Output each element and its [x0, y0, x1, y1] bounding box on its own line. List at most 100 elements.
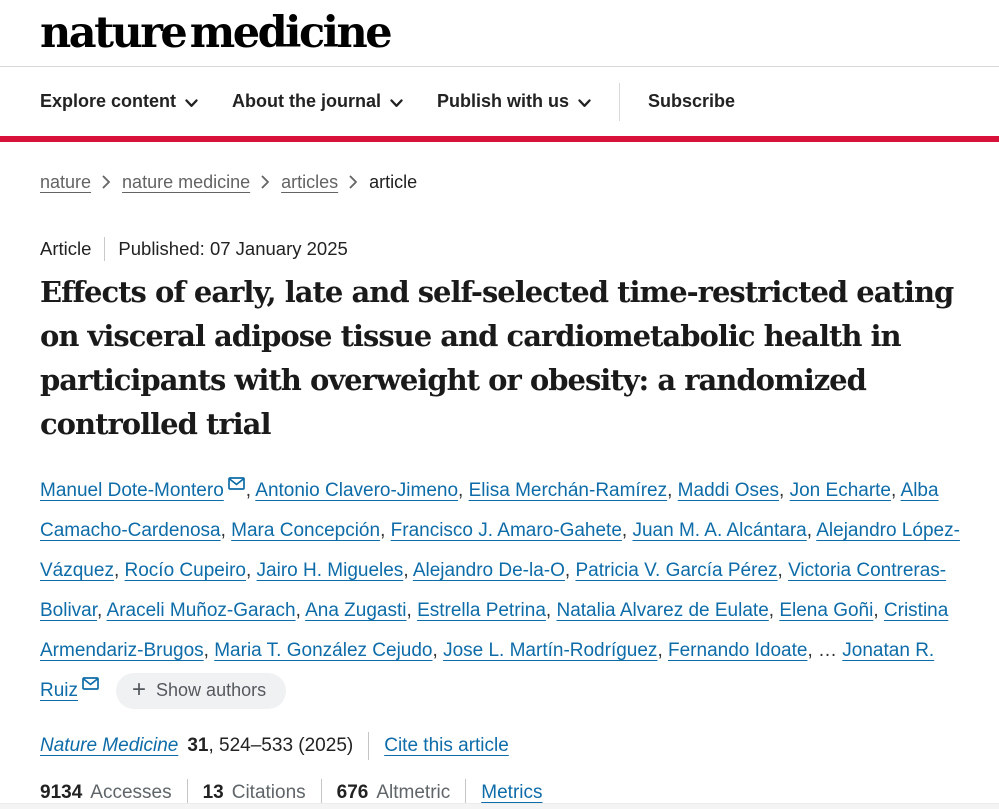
nav-label: About the journal — [232, 91, 382, 111]
cite-this-article-link[interactable]: Cite this article — [384, 735, 509, 756]
citation-line: Nature Medicine 31, 524–533 (2025) Cite … — [40, 732, 973, 760]
metric-value: 13 — [202, 781, 224, 803]
article-header-section: nature nature medicine articles article … — [0, 171, 999, 806]
metrics-link[interactable]: Metrics — [481, 781, 543, 803]
metric-label: Citations — [231, 781, 306, 803]
author-separator: , — [203, 640, 215, 661]
author-link[interactable]: Manuel Dote-Montero — [40, 480, 224, 501]
chevron-right-icon — [102, 173, 111, 194]
chevron-down-icon — [390, 92, 403, 113]
author-separator: , — [779, 480, 790, 501]
nav-label: Subscribe — [648, 91, 736, 111]
masthead: nature medicine — [0, 0, 999, 67]
author-link[interactable]: Estrella Petrina — [417, 600, 546, 621]
author-separator: , — [220, 520, 232, 541]
chevron-right-icon — [349, 173, 358, 194]
divider — [186, 779, 188, 806]
main-nav: Explore content About the journal Publis… — [0, 67, 999, 136]
author-separator: , — [245, 480, 256, 501]
author-separator: , — [113, 560, 125, 581]
author-separator: , — [97, 600, 107, 621]
author-separator: , — [458, 480, 469, 501]
authors-ellipsis: … — [818, 640, 843, 661]
chevron-down-icon — [185, 92, 198, 113]
author-link[interactable]: Maria T. González Cejudo — [214, 640, 433, 661]
author-link[interactable]: Mara Concepción — [231, 520, 381, 541]
author-separator: , — [891, 480, 901, 501]
author-separator: , — [657, 640, 668, 661]
metric-label: Altmetric — [376, 781, 451, 803]
author-link[interactable]: Rocío Cupeiro — [124, 560, 246, 581]
author-link[interactable]: Francisco J. Amaro-Gahete — [390, 520, 622, 541]
author-separator: , — [403, 560, 413, 581]
breadcrumb: nature nature medicine articles article — [40, 171, 973, 194]
author-separator: , — [545, 600, 557, 621]
breadcrumb-link-articles[interactable]: articles — [281, 172, 339, 192]
author-link[interactable]: Elena Goñi — [779, 600, 874, 621]
show-authors-button[interactable]: + Show authors — [116, 672, 287, 709]
nav-about-the-journal[interactable]: About the journal — [232, 90, 403, 113]
author-link[interactable]: Jonatan R. Ruiz — [40, 640, 935, 701]
breadcrumb-link-nature-medicine[interactable]: nature medicine — [122, 172, 251, 192]
metric-item: 676 Altmetric — [337, 782, 451, 804]
author-separator: , — [380, 520, 391, 541]
nav-label: Publish with us — [437, 91, 570, 111]
chevron-down-icon — [578, 92, 591, 113]
metric-value: 676 — [336, 781, 369, 803]
author-link[interactable]: Antonio Clavero-Jimeno — [255, 480, 459, 501]
author-separator: , — [873, 600, 884, 621]
published-date: Published: 07 January 2025 — [118, 238, 348, 259]
article-title: Effects of early, late and self-selected… — [40, 275, 954, 441]
divider — [368, 732, 370, 760]
next-section-edge — [0, 803, 999, 809]
journal-logo[interactable]: nature medicine — [40, 8, 393, 58]
author-link[interactable]: Victoria Contreras-Bolivar — [40, 560, 947, 621]
author-link[interactable]: Patricia V. García Pérez — [575, 560, 778, 581]
email-icon[interactable] — [82, 677, 99, 690]
author-separator: , — [777, 560, 789, 581]
author-separator: , — [768, 600, 780, 621]
author-separator: , — [295, 600, 306, 621]
brand-accent-bar — [0, 136, 999, 142]
breadcrumb-link-nature[interactable]: nature — [40, 172, 92, 192]
metric-item: 9134 Accesses — [40, 782, 172, 804]
plus-icon: + — [132, 675, 147, 703]
metric-label: Accesses — [90, 781, 172, 803]
metric-value: 9134 — [40, 781, 83, 803]
article-meta: Article Published: 07 January 2025 — [40, 237, 973, 261]
author-list: Manuel Dote-Montero, Antonio Clavero-Jim… — [40, 471, 973, 711]
nav-label: Explore content — [40, 91, 177, 111]
email-icon[interactable] — [227, 477, 245, 490]
show-authors-label: Show authors — [156, 679, 267, 700]
author-link[interactable]: Jose L. Martín-Rodríguez — [443, 640, 658, 661]
author-separator: , — [564, 560, 576, 581]
author-link[interactable]: Maddi Oses — [677, 480, 780, 501]
nav-publish-with-us[interactable]: Publish with us — [437, 90, 591, 113]
site-header: nature medicine Explore content About th… — [0, 0, 999, 142]
breadcrumb-current: article — [369, 172, 418, 192]
nav-divider — [619, 82, 621, 121]
nav-subscribe[interactable]: Subscribe — [648, 91, 735, 112]
author-link[interactable]: Natalia Alvarez de Eulate — [556, 600, 769, 621]
author-separator: , — [406, 600, 418, 621]
author-link[interactable]: Elisa Merchán-Ramírez — [468, 480, 668, 501]
author-link[interactable]: Jon Echarte — [789, 480, 892, 501]
article-type-label: Article — [40, 238, 92, 259]
author-link[interactable]: Alba Camacho-Cardenosa — [40, 480, 939, 541]
author-link[interactable]: Jairo H. Migueles — [256, 560, 404, 581]
author-link[interactable]: Cristina Armendariz-Brugos — [40, 600, 949, 661]
journal-link[interactable]: Nature Medicine — [40, 735, 179, 756]
divider — [320, 779, 322, 806]
author-link[interactable]: Juan M. A. Alcántara — [632, 520, 807, 541]
author-link[interactable]: Fernando Idoate — [668, 640, 808, 661]
author-link[interactable]: Ana Zugasti — [305, 600, 407, 621]
author-link[interactable]: Alejandro De-la-O — [412, 560, 565, 581]
nav-explore-content[interactable]: Explore content — [40, 90, 198, 113]
author-separator: , — [432, 640, 444, 661]
author-link[interactable]: Araceli Muñoz-Garach — [106, 600, 296, 621]
citation-volume-pages: 31, 524–533 (2025) — [187, 735, 354, 756]
author-separator: , — [667, 480, 678, 501]
author-separator: , — [621, 520, 633, 541]
author-link[interactable]: Alejandro López-Vázquez — [40, 520, 960, 581]
